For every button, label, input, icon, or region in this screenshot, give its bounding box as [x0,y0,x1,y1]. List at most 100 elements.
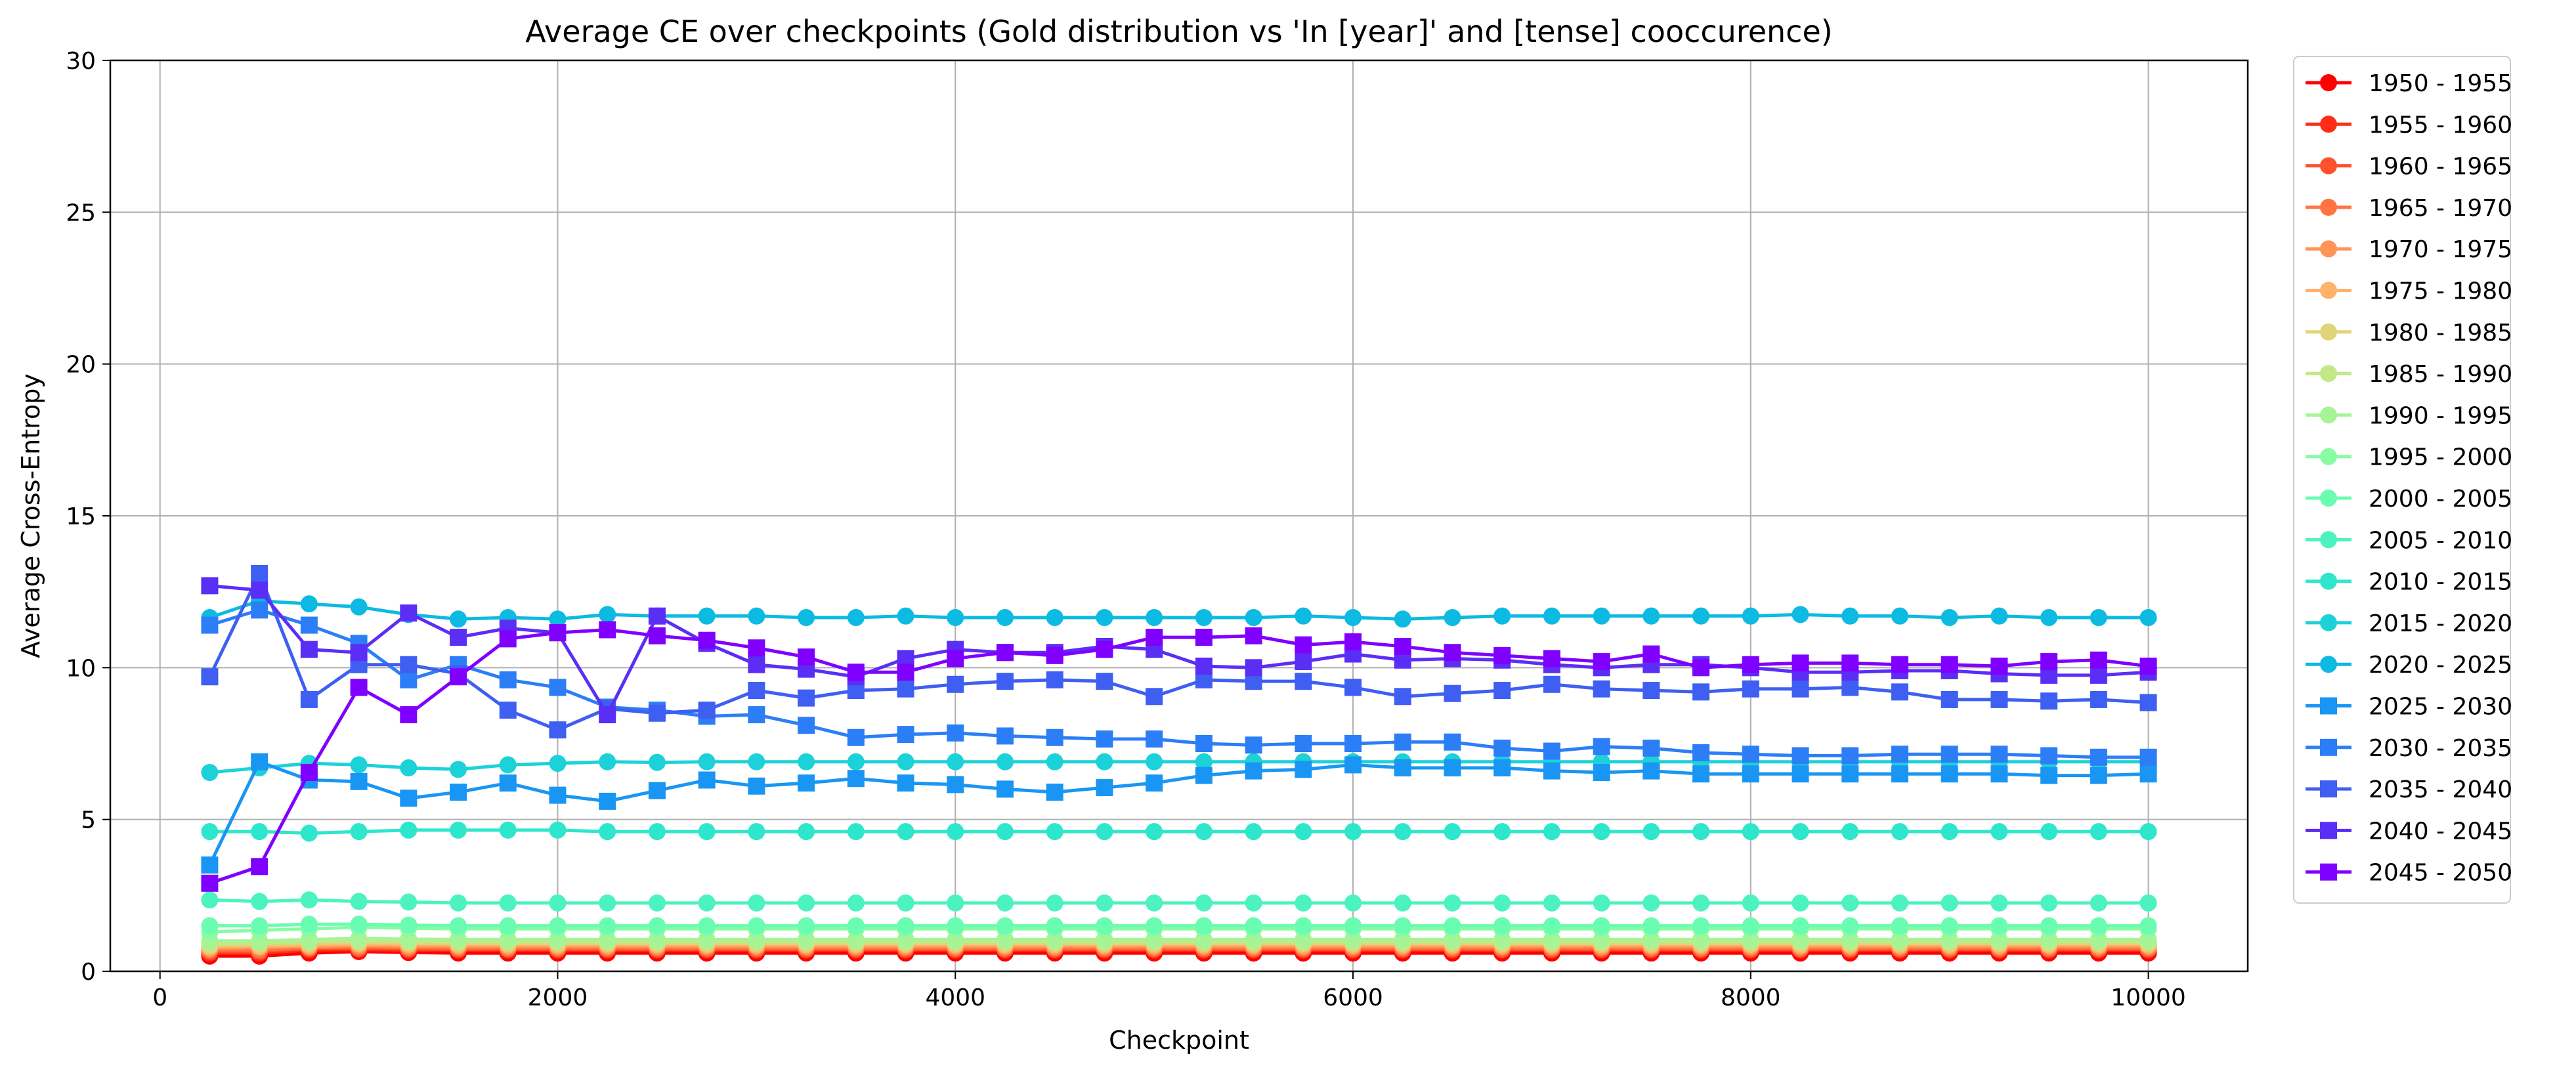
data-point [1841,747,1859,765]
data-point [1046,894,1063,912]
data-point [648,627,666,644]
x-tick-label: 4000 [925,984,985,1011]
data-point [599,706,616,724]
data-point [1394,823,1411,841]
data-point [499,756,517,774]
data-point [1096,730,1113,748]
data-point [648,704,666,722]
data-point [1493,682,1511,700]
data-point [1195,917,1213,935]
data-point [1146,753,1163,770]
series-2005-2010 [201,891,2157,912]
data-point [1096,753,1113,770]
data-point [1295,673,1312,690]
data-point [400,916,418,934]
data-point [549,821,567,839]
data-point [499,894,517,912]
data-point [2090,767,2107,784]
data-point [2040,747,2058,765]
legend-label: 2045 - 2050 [2369,860,2512,887]
data-point [698,894,716,912]
data-point [1344,608,1362,626]
data-point [748,823,765,841]
legend-marker [2320,656,2337,673]
data-point [2139,917,2157,935]
data-point [1096,673,1113,690]
data-point [2139,608,2157,626]
data-point [450,668,467,686]
legend-entry: 1995 - 2000 [2306,444,2512,471]
data-point [1195,735,1213,752]
data-point [201,577,219,595]
data-point [2040,823,2058,841]
data-point [2040,653,2058,671]
legend-marker [2320,738,2337,756]
data-point [947,917,964,935]
series-line [209,760,2149,774]
data-point [499,630,517,648]
data-point [698,702,716,719]
data-point [2040,692,2058,710]
series-2025-2030 [201,753,2157,874]
data-point [1295,823,1312,841]
legend-marker [2320,157,2337,175]
data-point [1642,607,1660,625]
data-point [201,856,219,874]
data-point [1642,894,1660,912]
data-point [947,894,964,912]
data-point [1941,608,1958,626]
data-point [1394,733,1411,751]
data-point [1195,608,1213,626]
data-point [1792,894,1809,912]
x-tick-label: 8000 [1721,984,1781,1011]
data-point [2139,658,2157,675]
data-point [897,823,914,841]
data-point [1046,917,1063,935]
data-point [400,821,418,839]
data-point [1146,894,1163,912]
data-point [1990,894,2008,912]
data-point [599,792,616,810]
data-point [798,689,815,707]
data-point [1146,774,1163,792]
data-point [748,639,765,657]
data-point [1096,917,1113,935]
data-point [748,656,765,673]
data-point [1046,608,1063,626]
legend-marker [2320,198,2337,216]
data-point [798,823,815,841]
data-point [1990,765,2008,783]
data-point [599,606,616,623]
data-point [1493,823,1511,841]
legend-entry: 2025 - 2030 [2306,694,2512,721]
legend-label: 2035 - 2040 [2369,776,2512,803]
data-point [1742,607,1759,625]
data-point [1543,762,1560,780]
data-point [1245,762,1262,780]
legend-marker [2320,822,2337,839]
data-point [450,610,467,628]
data-point [897,680,914,698]
legend-marker [2320,531,2337,549]
data-point [251,893,268,910]
data-point [897,774,914,792]
data-point [847,823,865,841]
data-point [1792,654,1809,672]
data-point [1891,607,1908,625]
legend-box [2293,56,2511,904]
legend-marker [2320,240,2337,258]
data-point [1990,823,2008,841]
legend-label: 1990 - 1995 [2369,402,2512,429]
data-point [1692,917,1710,935]
data-point [1493,739,1511,757]
series-line [209,608,2149,759]
data-point [499,702,517,719]
data-point [1295,761,1312,778]
legend-entry: 1965 - 1970 [2306,195,2512,222]
data-point [1841,917,1859,935]
legend-entry: 2000 - 2005 [2306,486,2512,513]
data-point [1195,894,1213,912]
data-point [1295,653,1312,671]
legend-marker [2320,448,2337,465]
data-point [698,631,716,649]
